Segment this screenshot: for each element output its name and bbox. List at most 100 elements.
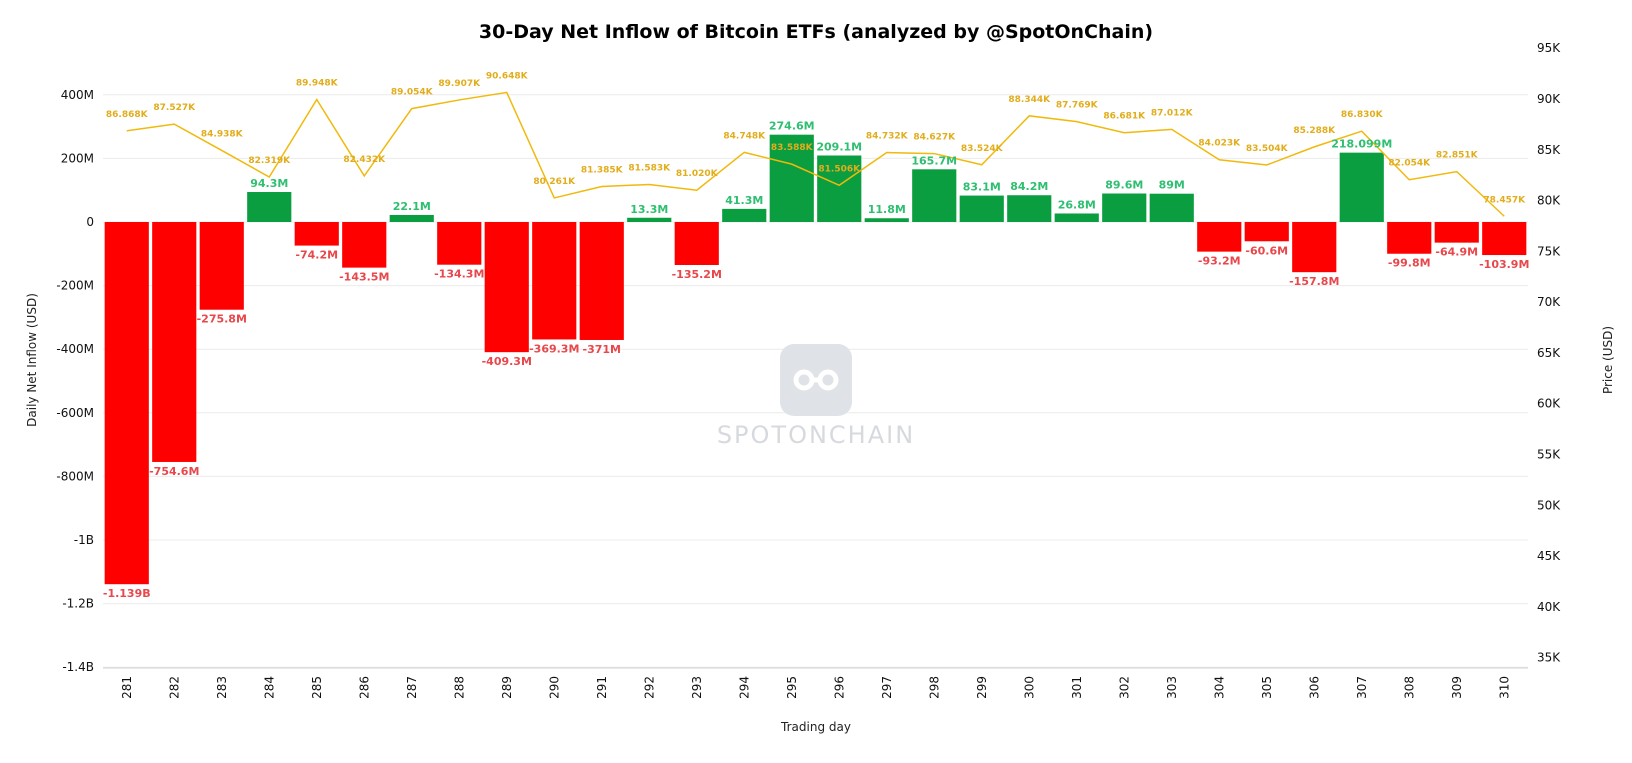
bar (342, 222, 387, 268)
bar-value-label: 22.1M (393, 200, 431, 213)
x-tick-label: 292 (642, 676, 656, 699)
price-label: 90.648K (486, 71, 529, 81)
bar (199, 222, 244, 310)
x-tick-label: 288 (452, 676, 466, 699)
x-tick-label: 296 (832, 676, 846, 699)
bar (389, 214, 434, 222)
bar (1387, 222, 1432, 254)
price-label: 84.023K (1198, 139, 1241, 149)
bar (1482, 222, 1527, 256)
bar (104, 222, 149, 585)
bar-value-label: -99.8M (1388, 257, 1431, 270)
bar (484, 222, 529, 353)
bar (959, 195, 1004, 222)
bar (579, 222, 624, 340)
bar-value-label: 83.1M (963, 181, 1001, 194)
bar (1102, 193, 1147, 222)
bar-value-label: 218.099M (1331, 138, 1392, 151)
bar (532, 222, 577, 340)
x-tick-label: 287 (405, 676, 419, 699)
bar-value-label: 41.3M (725, 194, 763, 207)
bar-value-label: 89M (1159, 179, 1185, 192)
bar-value-label: 165.7M (911, 154, 957, 167)
bar (437, 222, 482, 265)
bar-value-label: 274.6M (769, 120, 815, 133)
price-label: 82.851K (1436, 151, 1479, 161)
bar (294, 222, 339, 246)
bar-value-label: 89.6M (1105, 179, 1143, 192)
x-tick-label: 289 (500, 676, 514, 699)
bar (1292, 222, 1337, 273)
price-label: 86.830K (1341, 110, 1384, 120)
price-label: 82.319K (248, 156, 291, 166)
x-tick-label: 307 (1355, 676, 1369, 699)
x-tick-label: 297 (880, 676, 894, 699)
bar (864, 218, 909, 222)
price-label: 84.627K (913, 133, 956, 143)
price-label: 88.344K (1008, 95, 1051, 105)
x-axis-label: Trading day (780, 720, 851, 734)
price-label: 84.938K (201, 129, 244, 139)
y-tick-label: -1.2B (62, 597, 94, 611)
y-tick-label: -1B (74, 533, 94, 547)
bar (817, 155, 862, 222)
price-label: 87.527K (153, 103, 196, 113)
price-label: 83.524K (961, 144, 1004, 154)
bar (912, 169, 957, 222)
price-line-layer (126, 91, 1505, 217)
price-label: 89.907K (438, 79, 481, 89)
x-tick-label: 282 (167, 676, 181, 699)
y2-tick-label: 40K (1537, 600, 1561, 614)
bar (722, 208, 767, 222)
bar-value-label: -93.2M (1198, 255, 1241, 268)
bar (1339, 152, 1384, 222)
y2-tick-label: 90K (1537, 92, 1561, 106)
x-tick-label: 286 (357, 676, 371, 699)
bar-value-label: -369.3M (529, 342, 579, 355)
x-tick-label: 293 (690, 676, 704, 699)
x-tick-label: 294 (737, 676, 751, 699)
axes-layer: 400M 200M 0 -200M -400M -600M -800M -1B -1.2B -1.… (56, 41, 1561, 699)
price-label: 86.868K (106, 110, 149, 120)
x-tick-label: 308 (1402, 676, 1416, 699)
price-label: 84.748K (723, 131, 766, 141)
bar (1244, 222, 1289, 242)
price-label: 81.020K (676, 169, 719, 179)
y-tick-label: 0 (86, 215, 94, 229)
bars-layer (104, 134, 1527, 585)
y-tick-label: -600M (56, 406, 94, 420)
x-tick-label: 302 (1117, 676, 1131, 699)
x-tick-label: 298 (927, 676, 941, 699)
watermark-text: SPOTONCHAIN (717, 421, 915, 449)
price-label: 87.012K (1151, 108, 1194, 118)
y2-tick-label: 95K (1537, 41, 1561, 55)
y2-tick-label: 65K (1537, 346, 1561, 360)
y2-tick-label: 50K (1537, 498, 1561, 512)
x-tick-label: 290 (547, 676, 561, 699)
price-label: 83.588K (771, 143, 814, 153)
bar-value-label: -64.9M (1435, 246, 1478, 259)
price-label: 84.732K (866, 132, 909, 142)
x-tick-label: 306 (1307, 676, 1321, 699)
y-axis-label: Daily Net Inflow (USD) (25, 293, 39, 427)
chart-title: 30-Day Net Inflow of Bitcoin ETFs (analy… (479, 21, 1153, 43)
bar-value-label: -1.139B (103, 587, 151, 600)
y2-tick-label: 35K (1537, 651, 1561, 665)
bar (627, 217, 672, 222)
x-tick-label: 299 (975, 676, 989, 699)
bar-value-label: -157.8M (1289, 275, 1339, 288)
x-tick-label: 303 (1165, 676, 1179, 699)
bar (1149, 193, 1194, 222)
bar-value-label: -754.6M (149, 465, 199, 478)
price-label: 80.261K (533, 177, 576, 187)
y2-tick-label: 60K (1537, 397, 1561, 411)
labels-layer: -1.139B -754.6M -275.8M 94.3M -74.2M-143.5M 2… (103, 71, 1530, 600)
bar (1197, 222, 1242, 252)
x-tick-label: 284 (262, 676, 276, 699)
bar-value-label: 209.1M (816, 141, 862, 154)
watermark: SPOTONCHAIN (717, 344, 915, 449)
y-tick-label: 400M (61, 88, 94, 102)
price-label: 85.288K (1293, 126, 1336, 136)
price-line (126, 91, 1505, 217)
